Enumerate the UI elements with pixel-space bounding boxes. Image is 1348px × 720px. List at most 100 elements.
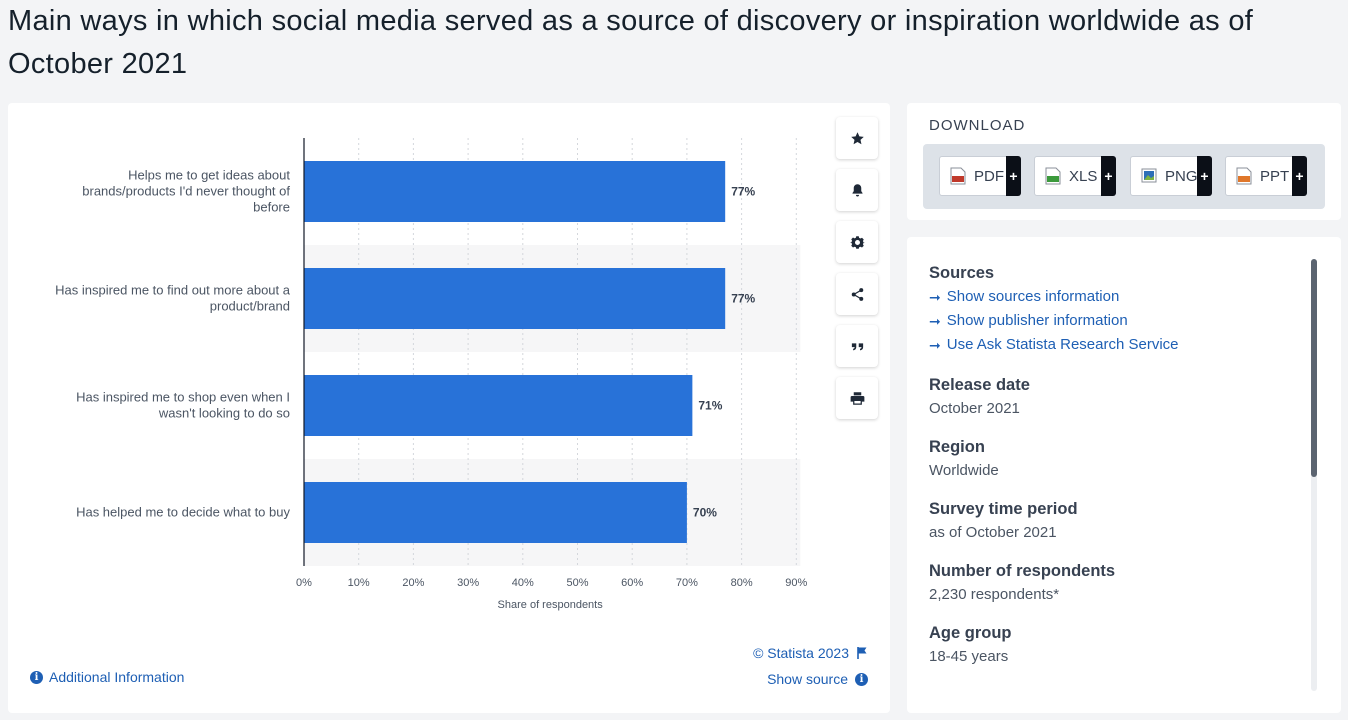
category-label: brands/products I'd never thought of (82, 184, 290, 199)
bar (304, 482, 687, 543)
additional-information-link[interactable]: i Additional Information (30, 669, 184, 685)
chart-tools (836, 117, 878, 429)
arrow-right-icon: ➞ (929, 337, 941, 353)
download-pdf-button[interactable]: PDF + (939, 156, 1021, 196)
show-sources-link[interactable]: ➞ Show sources information (929, 285, 1299, 309)
tick-label: 30% (457, 577, 479, 589)
bar (304, 161, 726, 222)
category-label: Helps me to get ideas about (128, 168, 290, 183)
info-card: Sources ➞ Show sources information ➞ Sho… (907, 237, 1341, 713)
additional-information-label: Additional Information (49, 669, 185, 685)
png-label: PNG (1165, 167, 1198, 185)
bar-chart: 77% Helps me to get ideas aboutbrands/pro… (55, 138, 808, 611)
x-axis-label: Share of respondents (498, 599, 604, 611)
release-date-group: Release date October 2021 (929, 375, 1299, 419)
download-bar: PDF + XLS + PNG + PPT + (923, 144, 1325, 209)
arrow-right-icon: ➞ (929, 313, 941, 329)
ppt-plus-button[interactable]: + (1292, 156, 1307, 196)
xls-label: XLS (1069, 167, 1098, 185)
bar (304, 268, 726, 329)
download-xls-button[interactable]: XLS + (1034, 156, 1116, 196)
value-label: 77% (731, 292, 755, 306)
print-button[interactable] (836, 377, 878, 419)
region-heading: Region (929, 438, 985, 456)
category-label: Has inspired me to find out more about a (55, 283, 291, 298)
bar (304, 375, 693, 436)
star-icon (850, 131, 864, 144)
category-label: Has inspired me to shop even when I (76, 390, 290, 405)
info-icon: i (30, 670, 43, 684)
tick-label: 60% (621, 577, 643, 589)
pdf-label: PDF (974, 167, 1004, 185)
ppt-label: PPT (1260, 167, 1290, 185)
ppt-file-icon (1236, 167, 1252, 185)
download-png-button[interactable]: PNG + (1130, 156, 1212, 196)
category-label: product/brand (210, 299, 290, 314)
info-scrollbar-thumb[interactable] (1311, 259, 1317, 477)
pdf-file-icon (950, 167, 966, 185)
survey-period-value: as of October 2021 (929, 524, 1057, 541)
age-group-value: 18-45 years (929, 648, 1009, 665)
share-icon (851, 287, 863, 301)
respondents-heading: Number of respondents (929, 562, 1116, 580)
download-card: DOWNLOAD PDF + XLS + PNG + PPT + (907, 103, 1341, 220)
tick-label: 50% (566, 577, 588, 589)
gear-icon (849, 235, 865, 249)
page-title: Main ways in which social media served a… (8, 5, 1254, 80)
chart-card: 77% Helps me to get ideas about brands/pro… (8, 103, 890, 713)
survey-period-heading: Survey time period (929, 500, 1078, 518)
flag-icon[interactable] (857, 647, 868, 659)
cite-button[interactable] (836, 325, 878, 367)
tick-label: 10% (348, 577, 370, 589)
copyright: © Statista 2023 (753, 645, 868, 661)
category-label: Has helped me to decide what to buy (76, 505, 290, 520)
category-label: before (253, 200, 290, 215)
respondents-value: 2,230 respondents* (929, 586, 1060, 603)
quote-icon (851, 342, 863, 350)
ask-statista-label: Use Ask Statista Research Service (946, 336, 1179, 353)
png-plus-button[interactable]: + (1197, 156, 1212, 196)
pdf-plus-button[interactable]: + (1006, 156, 1021, 196)
info-list: Sources ➞ Show sources information ➞ Sho… (929, 263, 1299, 685)
value-label: 77% (731, 185, 755, 199)
survey-period-group: Survey time period as of October 2021 (929, 499, 1299, 543)
age-group-group: Age group 18-45 years (929, 623, 1299, 667)
tick-label: 20% (402, 577, 424, 589)
tick-label: 90% (785, 577, 807, 589)
sources-group: Sources ➞ Show sources information ➞ Sho… (929, 263, 1299, 357)
show-sources-label: Show sources information (946, 288, 1120, 305)
release-date-value: October 2021 (929, 400, 1020, 417)
show-publisher-label: Show publisher information (946, 312, 1128, 329)
tick-label: 70% (676, 577, 698, 589)
favorite-button[interactable] (836, 117, 878, 159)
download-title: DOWNLOAD (929, 117, 1026, 134)
print-icon (850, 391, 864, 405)
info-scrollbar[interactable] (1311, 259, 1317, 691)
sources-heading: Sources (929, 264, 995, 282)
region-value: Worldwide (929, 462, 999, 479)
value-label: 71% (698, 399, 722, 413)
settings-button[interactable] (836, 221, 878, 263)
share-button[interactable] (836, 273, 878, 315)
region-group: Region Worldwide (929, 437, 1299, 481)
notification-button[interactable] (836, 169, 878, 211)
show-source-link[interactable]: Show source i (767, 671, 868, 687)
info-icon: i (855, 672, 868, 686)
tick-label: 80% (731, 577, 753, 589)
show-source-label: Show source (767, 671, 848, 687)
bell-icon (852, 183, 862, 196)
respondents-group: Number of respondents 2,230 respondents* (929, 561, 1299, 605)
category-label: wasn't looking to do so (158, 406, 290, 421)
download-ppt-button[interactable]: PPT + (1225, 156, 1307, 196)
ask-statista-link[interactable]: ➞ Use Ask Statista Research Service (929, 333, 1299, 357)
xls-file-icon (1045, 167, 1061, 185)
xls-plus-button[interactable]: + (1101, 156, 1116, 196)
show-publisher-link[interactable]: ➞ Show publisher information (929, 309, 1299, 333)
png-file-icon (1141, 168, 1157, 183)
arrow-right-icon: ➞ (929, 289, 941, 305)
value-label: 70% (693, 506, 717, 520)
tick-label: 40% (512, 577, 534, 589)
copyright-text: © Statista 2023 (753, 645, 849, 661)
age-group-heading: Age group (929, 624, 1012, 642)
release-date-heading: Release date (929, 376, 1030, 394)
